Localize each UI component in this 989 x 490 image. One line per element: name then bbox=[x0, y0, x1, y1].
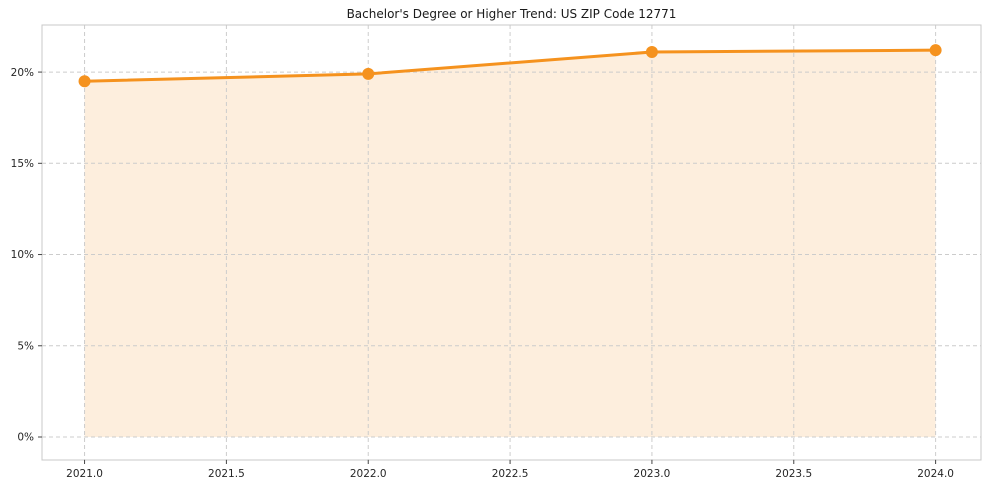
y-tick-label: 15% bbox=[11, 158, 34, 170]
data-point-marker bbox=[362, 67, 375, 80]
chart-title: Bachelor's Degree or Higher Trend: US ZI… bbox=[346, 7, 677, 21]
y-tick-label: 5% bbox=[17, 340, 34, 352]
y-tick-label: 20% bbox=[11, 67, 34, 79]
x-tick-label: 2024.0 bbox=[917, 468, 954, 480]
x-tick-label: 2022.0 bbox=[350, 468, 387, 480]
x-tick-label: 2021.0 bbox=[66, 468, 103, 480]
y-tick-label: 10% bbox=[11, 249, 34, 261]
x-tick-label: 2023.0 bbox=[634, 468, 671, 480]
data-point-marker bbox=[78, 75, 91, 88]
data-point-marker bbox=[929, 44, 942, 57]
x-tick-label: 2022.5 bbox=[492, 468, 529, 480]
y-tick-label: 0% bbox=[17, 432, 34, 444]
data-point-marker bbox=[645, 46, 658, 59]
trend-line bbox=[83, 48, 938, 83]
x-tick-label: 2021.5 bbox=[208, 468, 245, 480]
axes-spines bbox=[41, 24, 982, 461]
x-tick-label: 2023.5 bbox=[775, 468, 812, 480]
